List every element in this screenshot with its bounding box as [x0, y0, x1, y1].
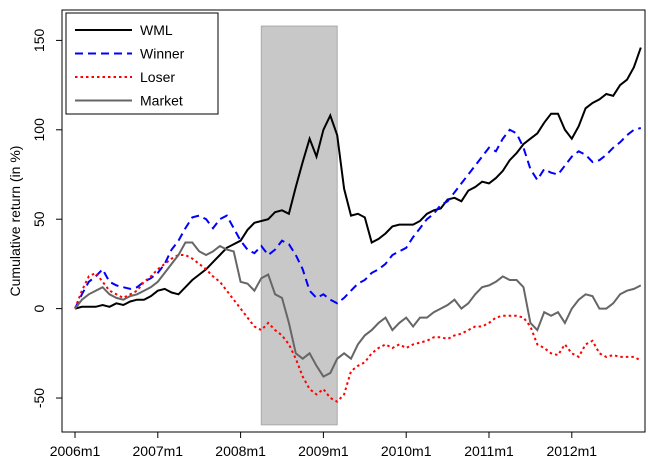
series-line [74, 241, 642, 378]
x-tick-label: 2009m1 [298, 443, 349, 459]
series-line [74, 47, 642, 310]
series-line [74, 127, 642, 310]
y-tick-label: 100 [31, 118, 47, 142]
y-tick-label: 50 [31, 211, 47, 227]
x-tick-label: 2010m1 [381, 443, 432, 459]
y-axis-label: Cumulative return (in %) [7, 146, 23, 297]
y-tick-label: 150 [31, 29, 47, 53]
x-tick-label: 2007m1 [133, 443, 184, 459]
shaded-period [260, 25, 338, 426]
x-tick-label: 2011m1 [464, 443, 514, 459]
legend-label: Market [140, 93, 183, 109]
legend-label: WML [140, 22, 173, 38]
plot-frame [61, 9, 646, 433]
legend-label: Winner [140, 46, 185, 62]
series-line [74, 254, 642, 403]
x-tick-label: 2006m1 [50, 443, 101, 459]
y-tick-label: 0 [31, 305, 47, 313]
y-tick-label: -50 [31, 388, 47, 408]
x-tick-label: 2012m1 [547, 443, 598, 459]
legend-label: Loser [140, 69, 175, 85]
x-tick-label: 2008m1 [215, 443, 266, 459]
